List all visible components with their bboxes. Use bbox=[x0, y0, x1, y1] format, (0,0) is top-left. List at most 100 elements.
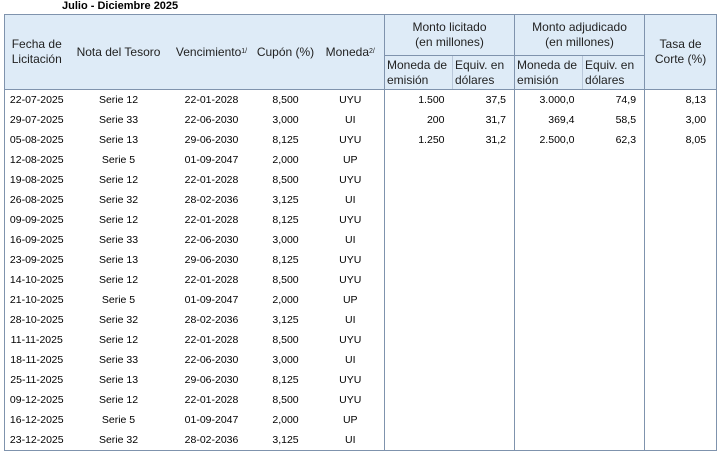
cell-licitado-moneda bbox=[384, 270, 453, 290]
cell-fecha: 23-09-2025 bbox=[4, 250, 69, 270]
cell-vencimiento: 28-02-2036 bbox=[184, 194, 239, 206]
header-licitado-line2: (en millones) bbox=[415, 35, 484, 49]
cell-licitado-moneda bbox=[384, 170, 453, 190]
cell-nota: Serie 5 bbox=[101, 414, 136, 426]
cell-adjudicado-equiv bbox=[583, 190, 645, 210]
cell-fecha: 23-12-2025 bbox=[4, 430, 69, 451]
header-moneda-label: Moneda bbox=[325, 44, 370, 59]
cell-licitado-equiv bbox=[453, 230, 515, 250]
cell-licitado-equiv bbox=[453, 350, 515, 370]
cell-licitado-moneda bbox=[384, 150, 453, 170]
cell-cupon: 3,000 bbox=[272, 354, 299, 366]
cell-tasa bbox=[644, 330, 718, 350]
cell-fecha: 16-12-2025 bbox=[4, 410, 69, 430]
cell-cupon: 2,000 bbox=[272, 154, 299, 166]
cell-vencimiento: 01-09-2047 bbox=[184, 414, 239, 426]
cell-nota: Serie 12 bbox=[98, 274, 139, 286]
header-adjudicado-line1: Monto adjudicado bbox=[532, 20, 627, 34]
cell-fecha: 18-11-2025 bbox=[4, 350, 69, 370]
cell-fecha: 26-08-2025 bbox=[4, 190, 69, 210]
cell-nota: Serie 5 bbox=[101, 154, 136, 166]
cell-licitado-equiv bbox=[453, 250, 515, 270]
header-tasa: Tasa de Corte (%) bbox=[644, 14, 718, 90]
cell-tasa bbox=[644, 170, 718, 190]
cell-moneda: UYU bbox=[339, 394, 362, 406]
cell-licitado-moneda bbox=[384, 410, 453, 430]
header-nota-label: Nota del Tesoro bbox=[76, 44, 161, 59]
subheader-adjudicado-equiv: Equiv. en dólares bbox=[582, 55, 645, 90]
cell-moneda: UI bbox=[316, 430, 385, 451]
cell-tasa bbox=[644, 290, 718, 310]
cell-vencimiento: 01-09-2047 bbox=[184, 154, 239, 166]
cell-tasa bbox=[644, 310, 718, 330]
cell-fecha: 29-07-2025 bbox=[4, 110, 69, 130]
cell-adjudicado-moneda bbox=[514, 250, 583, 270]
header-adjudicado-line2: (en millones) bbox=[545, 35, 614, 49]
header-cupon: Cupón (%) bbox=[254, 14, 317, 90]
cell-adjudicado-equiv bbox=[582, 430, 645, 451]
subheader-adjudicado-equiv-line1: Equiv. en bbox=[585, 57, 635, 72]
cell-nota: Serie 33 bbox=[98, 114, 139, 126]
cell-moneda: UP bbox=[342, 294, 358, 306]
cell-licitado-moneda bbox=[384, 290, 453, 310]
table-row: 09-09-2025 Serie 12 22-01-2028 8,125 UYU bbox=[4, 210, 718, 230]
cell-moneda: UI bbox=[345, 354, 356, 366]
cell-licitado-moneda bbox=[384, 430, 453, 451]
cell-vencimiento: 22-01-2028 bbox=[184, 214, 239, 226]
cell-adjudicado-equiv bbox=[583, 170, 645, 190]
cell-adjudicado-equiv bbox=[583, 330, 645, 350]
header-cupon-label: Cupón (%) bbox=[256, 44, 315, 59]
header-vencimiento-label: Vencimiento bbox=[175, 44, 242, 59]
table-row: 09-12-2025 Serie 12 22-01-2028 8,500 UYU bbox=[4, 390, 718, 410]
header-fecha-line2: Licitación bbox=[11, 52, 62, 66]
header-tasa-line2: Corte (%) bbox=[654, 52, 707, 66]
cell-adjudicado-moneda: 369,4 bbox=[514, 110, 583, 130]
cell-vencimiento: 28-02-2036 bbox=[168, 430, 255, 451]
cell-fecha: 09-12-2025 bbox=[4, 390, 69, 410]
cell-tasa: 8,05 bbox=[644, 130, 718, 150]
table-caption: Julio - Diciembre 2025 bbox=[62, 0, 179, 12]
cell-adjudicado-equiv bbox=[583, 310, 645, 330]
cell-licitado-equiv bbox=[453, 410, 515, 430]
table-row: 21-10-2025 Serie 5 01-09-2047 2,000 UP bbox=[4, 290, 718, 310]
cell-cupon: 3,125 bbox=[272, 194, 299, 206]
cell-nota: Serie 12 bbox=[98, 94, 139, 106]
cell-adjudicado-equiv: 58,5 bbox=[615, 114, 637, 126]
cell-licitado-moneda: 200 bbox=[384, 110, 453, 130]
cell-licitado-equiv bbox=[453, 270, 515, 290]
header-monto-adjudicado: Monto adjudicado (en millones) bbox=[514, 14, 645, 56]
cell-cupon: 8,125 bbox=[272, 254, 299, 266]
cell-adjudicado-moneda bbox=[514, 170, 583, 190]
cell-tasa bbox=[644, 230, 718, 250]
cell-nota: Serie 12 bbox=[98, 174, 139, 186]
cell-licitado-moneda bbox=[384, 310, 453, 330]
cell-licitado-equiv: 31,2 bbox=[485, 134, 507, 146]
cell-adjudicado-equiv bbox=[583, 210, 645, 230]
header-moneda: Moneda2/ bbox=[316, 14, 385, 90]
cell-tasa bbox=[644, 270, 718, 290]
cell-adjudicado-equiv bbox=[583, 290, 645, 310]
cell-adjudicado-moneda bbox=[514, 230, 583, 250]
subheader-licitado-equiv-line1: Equiv. en bbox=[455, 57, 505, 72]
table-row: 11-11-2025 Serie 12 22-01-2028 8,500 UYU bbox=[4, 330, 718, 350]
cell-licitado-moneda bbox=[384, 390, 453, 410]
cell-tasa bbox=[644, 190, 718, 210]
cell-adjudicado-moneda bbox=[514, 410, 583, 430]
table-row: 25-11-2025 Serie 13 29-06-2030 8,125 UYU bbox=[4, 370, 718, 390]
cell-vencimiento: 22-01-2028 bbox=[184, 174, 239, 186]
subheader-adjudicado-moneda-line2: emisión bbox=[517, 72, 559, 87]
cell-adjudicado-moneda bbox=[514, 190, 583, 210]
cell-moneda: UYU bbox=[339, 254, 362, 266]
cell-adjudicado-equiv: 74,9 bbox=[615, 94, 637, 106]
cell-fecha: 22-07-2025 bbox=[4, 89, 69, 110]
cell-licitado-moneda bbox=[384, 230, 453, 250]
cell-adjudicado-equiv bbox=[583, 250, 645, 270]
cell-moneda: UYU bbox=[339, 374, 362, 386]
cell-adjudicado-equiv bbox=[583, 370, 645, 390]
cell-nota: Serie 13 bbox=[98, 374, 139, 386]
cell-adjudicado-equiv: 62,3 bbox=[615, 134, 637, 146]
header-monto-licitado: Monto licitado (en millones) bbox=[383, 14, 515, 56]
cell-fecha: 21-10-2025 bbox=[4, 290, 69, 310]
cell-adjudicado-moneda bbox=[514, 430, 583, 451]
table-row: 18-11-2025 Serie 33 22-06-2030 3,000 UI bbox=[4, 350, 718, 370]
